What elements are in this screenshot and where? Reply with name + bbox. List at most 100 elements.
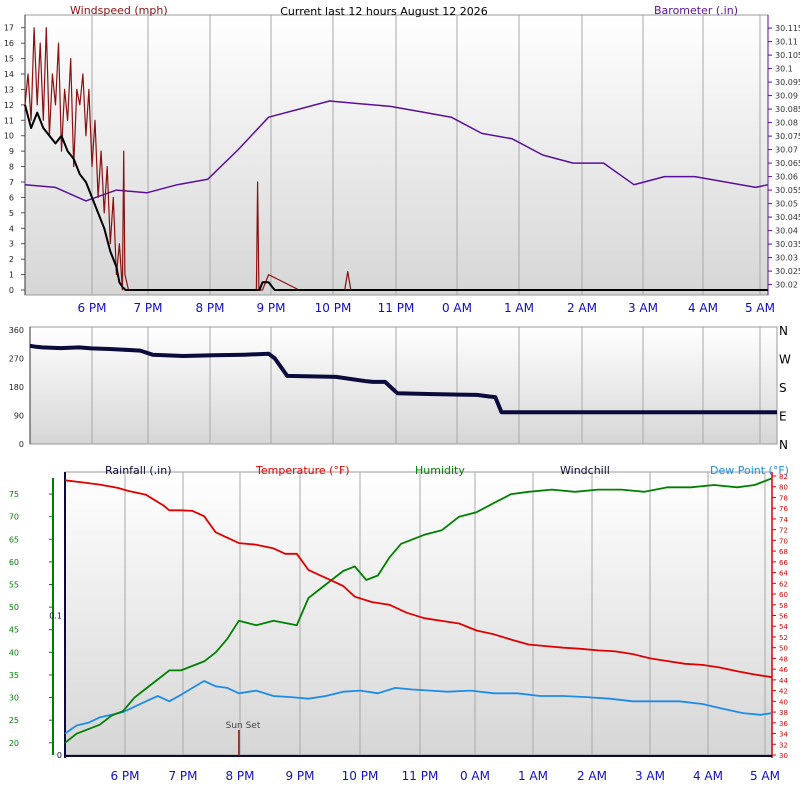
barometer-tick-label: 30.07	[775, 146, 798, 155]
windspeed-average-line	[24, 104, 768, 291]
barometer-tick-label: 30.045	[775, 213, 800, 222]
barometer-tick-label: 30.02	[775, 281, 798, 290]
barometer-tick-label: 30.1	[775, 65, 793, 74]
windspeed-tick-label: 14	[4, 70, 14, 79]
humidity-tick-label: 65	[9, 535, 19, 544]
x-tick-label: 1 AM	[518, 769, 548, 783]
humidity-tick-label: 25	[9, 716, 19, 725]
temperature-tick-label: 82	[779, 473, 788, 481]
windspeed-axis-label: Windspeed (mph)	[70, 4, 168, 17]
x-tick-label: 10 PM	[342, 769, 379, 783]
x-tick-label: 7 PM	[133, 301, 162, 315]
plot-bg-rain-temp	[64, 471, 773, 756]
x-tick-label: 3 AM	[628, 301, 658, 315]
humidity-tick-label: 45	[9, 626, 19, 635]
windspeed-tick-label: 7	[9, 178, 14, 187]
legend-humidity: Humidity	[415, 464, 465, 477]
temperature-tick-label: 54	[779, 623, 788, 631]
x-tick-label: 2 AM	[567, 301, 597, 315]
x-tick-label: 7 PM	[168, 769, 197, 783]
barometer-tick-label: 30.105	[775, 51, 800, 60]
humidity-tick-label: 75	[9, 490, 19, 499]
temperature-tick-label: 72	[779, 527, 788, 535]
barometer-tick-label: 30.085	[775, 105, 800, 114]
barometer-tick-label: 30.065	[775, 159, 800, 168]
windspeed-tick-label: 6	[9, 193, 14, 202]
humidity-tick-label: 40	[9, 648, 19, 657]
barometer-tick-label: 30.035	[775, 240, 800, 249]
compass-tick-label: N	[779, 324, 788, 338]
x-tick-label: 5 AM	[745, 301, 775, 315]
direction-degree-tick-label: 0	[19, 440, 24, 449]
barometer-tick-label: 30.025	[775, 267, 800, 276]
humidity-tick-label: 35	[9, 671, 19, 680]
x-tick-label: 8 PM	[195, 301, 224, 315]
x-tick-label: 1 AM	[504, 301, 534, 315]
temperature-series-line	[64, 479, 773, 679]
windspeed-tick-label: 13	[4, 85, 14, 94]
temperature-tick-label: 44	[779, 677, 788, 685]
temperature-tick-label: 40	[779, 698, 788, 706]
x-tick-label: 4 AM	[688, 301, 718, 315]
temperature-tick-label: 46	[779, 666, 788, 674]
windspeed-tick-label: 2	[9, 255, 14, 264]
windspeed-tick-label: 4	[9, 224, 14, 233]
temperature-tick-label: 66	[779, 559, 788, 567]
temperature-tick-label: 62	[779, 580, 788, 588]
temperature-tick-label: 70	[779, 537, 788, 545]
barometer-tick-label: 30.04	[775, 227, 798, 236]
temperature-tick-label: 52	[779, 634, 788, 642]
humidity-series-line	[64, 477, 773, 744]
barometer-axis-label: Barometer (.in)	[654, 4, 738, 17]
compass-tick-label: S	[779, 381, 787, 395]
barometer-tick-label: 30.095	[775, 78, 800, 87]
humidity-tick-label: 50	[9, 603, 19, 612]
humidity-tick-label: 60	[9, 558, 19, 567]
barometer-tick-label: 30.03	[775, 254, 798, 263]
x-tick-label: 0 AM	[442, 301, 472, 315]
x-tick-label: 0 AM	[460, 769, 490, 783]
x-tick-label: 4 AM	[693, 769, 723, 783]
temperature-tick-label: 76	[779, 505, 788, 513]
temperature-tick-label: 58	[779, 602, 788, 610]
barometer-tick-label: 30.055	[775, 186, 800, 195]
direction-degree-tick-label: 90	[14, 412, 24, 421]
x-tick-label: 6 PM	[110, 769, 139, 783]
windspeed-tick-label: 17	[4, 24, 14, 33]
rainfall-tick-label: 0	[57, 751, 62, 760]
barometer-tick-label: 30.08	[775, 119, 798, 128]
windspeed-series-line	[24, 27, 768, 291]
windspeed-tick-label: 0	[9, 286, 14, 295]
x-tick-label: 5 AM	[750, 769, 780, 783]
temperature-tick-label: 36	[779, 720, 788, 728]
direction-degree-tick-label: 180	[9, 383, 24, 392]
humidity-tick-label: 55	[9, 581, 19, 590]
barometer-tick-label: 30.115	[775, 24, 800, 33]
x-tick-label: 11 PM	[402, 769, 439, 783]
temperature-tick-label: 30	[779, 752, 788, 760]
x-tick-label: 8 PM	[225, 769, 254, 783]
temperature-tick-label: 38	[779, 709, 788, 717]
compass-tick-label: N	[779, 438, 788, 452]
direction-degree-tick-label: 360	[9, 326, 24, 335]
temperature-tick-label: 78	[779, 494, 788, 502]
legend-windchill: Windchill	[560, 464, 610, 477]
temperature-tick-label: 42	[779, 688, 788, 696]
windspeed-tick-label: 3	[9, 240, 14, 249]
plot-bg-wind-direction	[29, 326, 778, 445]
temperature-tick-label: 80	[779, 484, 788, 492]
temperature-tick-label: 34	[779, 731, 788, 739]
barometer-tick-label: 30.09	[775, 92, 798, 101]
windspeed-tick-label: 16	[4, 39, 14, 48]
sunset-label: Sun Set	[226, 721, 261, 731]
windspeed-tick-label: 8	[9, 163, 14, 172]
legend-rainfall: Rainfall (.in)	[105, 464, 172, 477]
temperature-tick-label: 50	[779, 645, 788, 653]
temperature-tick-label: 48	[779, 655, 788, 663]
temperature-tick-label: 74	[779, 516, 788, 524]
x-tick-label: 11 PM	[378, 301, 415, 315]
x-tick-label: 3 AM	[635, 769, 665, 783]
compass-tick-label: W	[779, 353, 791, 367]
